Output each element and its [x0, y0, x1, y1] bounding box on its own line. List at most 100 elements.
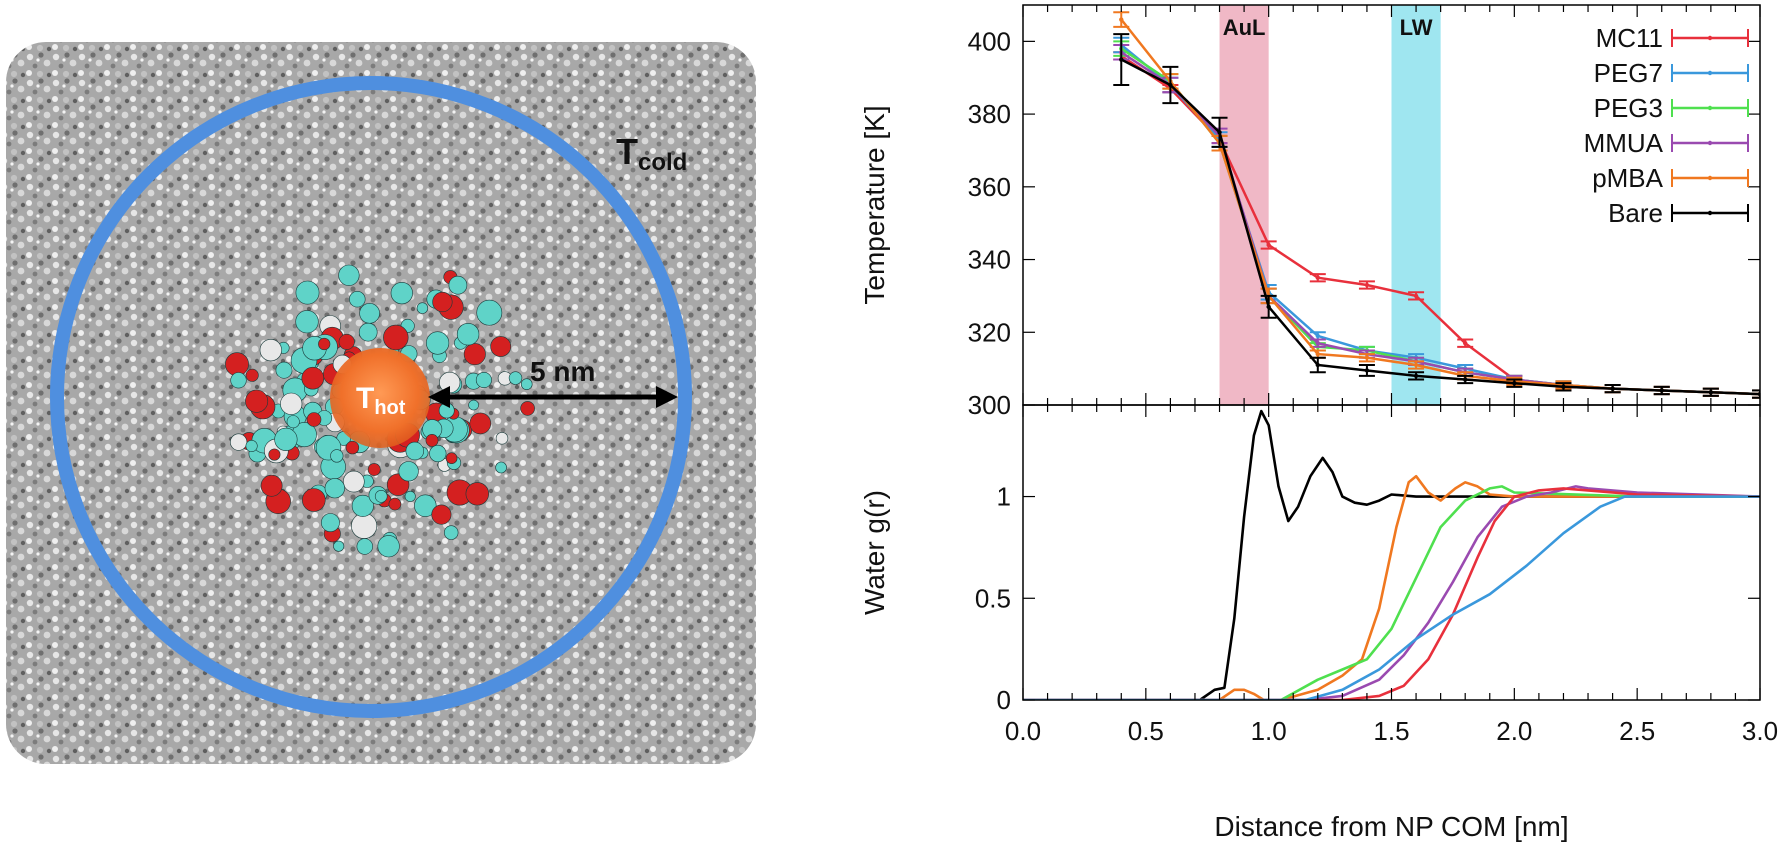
band-aul: [1219, 5, 1269, 405]
ligand-atom: [330, 449, 344, 463]
y-tick-label-top: 400: [968, 26, 1011, 56]
band-label-aul: AuL: [1223, 15, 1266, 40]
data-point-bare: [1708, 390, 1714, 395]
data-point-pmba: [1119, 17, 1124, 22]
radius-arrow-tail: [428, 386, 450, 408]
series-line-mc11: [1120, 54, 1760, 396]
ligand-atom: [490, 336, 512, 357]
x-tick-label: 0.5: [1128, 716, 1164, 746]
ligand-atom: [469, 412, 492, 435]
legend: MC11 PEG7 PEG3 MMUA pMBA Bare: [1584, 23, 1749, 228]
ligand-atom: [475, 371, 492, 388]
ligand-atom: [520, 378, 533, 391]
gr-line-mmua: [1023, 485, 1760, 700]
data-point-bare: [1659, 388, 1664, 393]
ligand-atom: [230, 372, 247, 389]
ligand-atom: [463, 343, 486, 366]
x-tick-label: 1.0: [1251, 716, 1287, 746]
hot-nanoparticle: [330, 348, 430, 448]
data-point-mc11: [1315, 275, 1321, 280]
x-tick-label: 1.5: [1373, 716, 1409, 746]
data-point-bare: [1266, 304, 1271, 310]
series-line-bare: [1120, 58, 1760, 396]
ligand-atom: [359, 302, 380, 324]
legend-label-peg3: PEG3: [1594, 93, 1663, 123]
ligand-shell: [225, 264, 535, 558]
data-point-bare: [1413, 373, 1419, 379]
data-point-bare: [1315, 362, 1321, 368]
legend-marker-bare: [1707, 210, 1713, 216]
ligand-atom: [338, 264, 360, 286]
data-point-pmba: [1364, 355, 1370, 360]
ligand-atom: [405, 441, 424, 461]
legend-marker-mc11: [1707, 35, 1713, 41]
ligand-atom: [495, 461, 507, 474]
ligand-atom: [333, 540, 345, 552]
ligand-atom: [431, 504, 452, 525]
ligand-atom: [432, 291, 453, 313]
ligand-atom: [425, 433, 439, 447]
data-point-bare: [1168, 82, 1173, 88]
ligand-atom: [230, 433, 248, 451]
ligand-atom: [377, 535, 400, 558]
gr-line-peg7: [1023, 495, 1760, 700]
series-line-peg7: [1120, 44, 1760, 396]
legend-label-pmba: pMBA: [1592, 163, 1663, 193]
x-axis-label: Distance from NP COM [nm]: [1214, 811, 1568, 842]
ligand-atom: [286, 415, 300, 429]
y-tick-label-bottom: 0.5: [975, 583, 1011, 613]
gr-series: [1023, 409, 1760, 700]
boundary-ring: [50, 76, 692, 718]
ligand-atom: [390, 282, 413, 305]
data-point-mc11: [1413, 293, 1419, 299]
ligand-atom: [260, 474, 283, 497]
ligand-atom: [426, 331, 450, 355]
radius-label: 5 nm: [530, 356, 595, 387]
x-tick-label: 2.5: [1619, 716, 1655, 746]
x-tick-label: 3.0: [1742, 716, 1778, 746]
ligand-atom: [383, 324, 409, 351]
legend-label-mmua: MMUA: [1584, 128, 1664, 158]
y-tick-label-top: 320: [968, 317, 1011, 347]
y-tick-label-top: 340: [968, 245, 1011, 275]
ligand-atom: [508, 371, 523, 385]
ligand-atom: [358, 322, 378, 342]
legend-marker-pmba: [1707, 175, 1713, 181]
ligand-atom: [268, 448, 281, 461]
data-point-pmba: [1413, 362, 1419, 368]
data-point-bare: [1217, 130, 1222, 135]
ligand-atom: [448, 275, 468, 295]
data-point-pmba: [1315, 351, 1321, 357]
y-axis-label-temperature: Temperature [K]: [859, 105, 890, 304]
band-label-lw: LW: [1400, 15, 1433, 40]
ligand-atom: [388, 497, 402, 511]
ligand-atom: [301, 366, 325, 390]
ligand-atom: [245, 368, 259, 382]
data-point-bare: [1512, 380, 1517, 386]
legend-marker-mmua: [1707, 140, 1713, 146]
ligand-atom: [349, 291, 366, 308]
y-tick-label-top: 380: [968, 99, 1011, 129]
data-point-bare: [1463, 377, 1468, 382]
gr-line-bare: [1023, 409, 1760, 700]
ligand-atom: [495, 432, 509, 445]
simulation-panel: Tcold Thot 5 nm: [6, 42, 756, 764]
ligand-atom: [444, 525, 459, 540]
y-tick-label-top: 300: [968, 390, 1011, 420]
x-tick-label: 0.0: [1005, 716, 1041, 746]
t-hot-label: Thot: [356, 382, 406, 419]
ligand-atom: [445, 452, 458, 465]
y-axis-label-gr: Water g(r): [859, 490, 890, 615]
data-point-bare: [1119, 57, 1124, 62]
x-tick-label: 2.0: [1496, 716, 1532, 746]
ligand-atom: [275, 361, 293, 379]
legend-label-mc11: MC11: [1596, 23, 1663, 53]
ligand-atom: [324, 478, 345, 499]
series-line-mmua: [1120, 51, 1760, 396]
y-tick-label-bottom: 0: [997, 685, 1011, 715]
legend-marker-peg3: [1707, 105, 1713, 111]
ligand-atom: [404, 490, 416, 502]
radius-arrow-head: [656, 386, 678, 408]
ligand-atom: [476, 299, 503, 326]
ligand-atom: [520, 401, 535, 416]
